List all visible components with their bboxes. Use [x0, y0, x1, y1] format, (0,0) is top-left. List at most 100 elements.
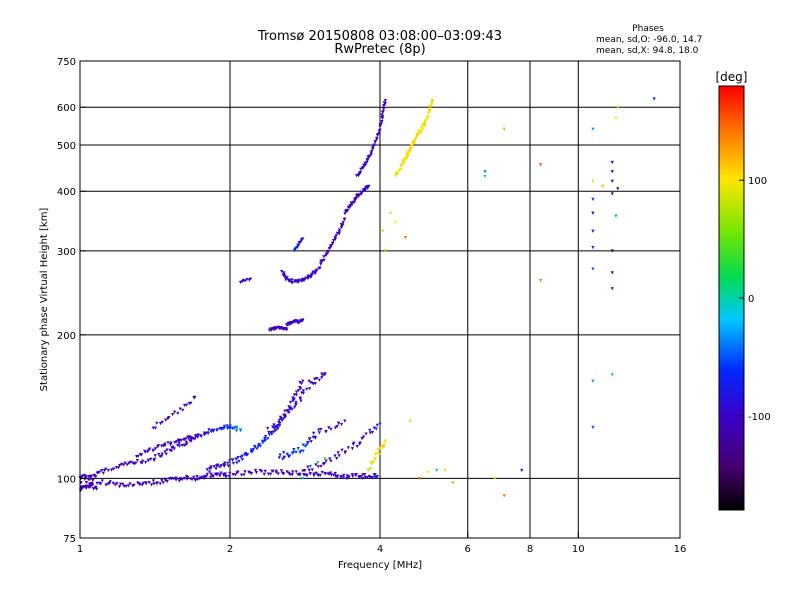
data-point [299, 382, 304, 386]
data-point [164, 418, 168, 422]
data-point [118, 482, 123, 486]
data-point [179, 438, 183, 443]
data-point [361, 435, 366, 439]
data-point [135, 458, 140, 463]
data-point [334, 234, 338, 238]
data-point [207, 428, 211, 432]
data-point [410, 143, 414, 148]
data-point [191, 437, 195, 441]
data-point [196, 477, 200, 482]
data-point [212, 465, 216, 469]
data-point [380, 113, 384, 117]
data-point [340, 448, 344, 452]
data-point [291, 396, 295, 400]
data-point [379, 122, 383, 126]
data-point [307, 468, 311, 472]
data-point [212, 428, 216, 432]
data-point [174, 476, 178, 480]
data-point [360, 437, 364, 441]
data-point [601, 184, 605, 188]
data-point [428, 104, 432, 109]
data-point [301, 477, 305, 481]
data-point [165, 448, 169, 452]
data-point [591, 425, 595, 430]
data-point [337, 228, 342, 232]
data-point [298, 473, 302, 477]
data-point [298, 380, 302, 385]
data-point [610, 160, 614, 165]
data-point [382, 101, 386, 105]
data-point [610, 170, 614, 174]
data-point [198, 434, 203, 438]
data-point [128, 482, 132, 486]
data-point [134, 461, 138, 465]
data-point [234, 429, 239, 433]
data-point [266, 437, 270, 441]
data-point [354, 472, 358, 477]
data-point [402, 161, 406, 165]
data-point [294, 402, 298, 407]
data-point [368, 467, 372, 471]
data-point [226, 464, 230, 468]
data-point [138, 483, 142, 487]
data-point [430, 102, 434, 106]
data-point [296, 389, 301, 393]
data-point [322, 255, 326, 259]
data-point [153, 457, 157, 461]
data-point [235, 461, 239, 465]
data-point [284, 278, 288, 282]
data-point [176, 443, 180, 447]
data-point [610, 249, 614, 253]
data-point [104, 467, 108, 471]
data-point [266, 472, 271, 476]
data-point [158, 482, 162, 486]
data-point [417, 129, 421, 133]
data-point [375, 136, 379, 140]
data-point [260, 439, 265, 443]
data-point [443, 468, 447, 473]
data-point [171, 445, 175, 449]
data-point [272, 430, 276, 434]
data-point [240, 454, 244, 458]
data-point [164, 452, 168, 456]
data-point [350, 472, 354, 477]
data-point [278, 415, 283, 420]
data-point [268, 472, 273, 476]
data-point [368, 431, 372, 435]
data-point [206, 431, 210, 435]
phase-stats-heading: Phases [632, 24, 664, 34]
data-point [310, 468, 314, 472]
colorbar-title: [deg] [716, 70, 748, 84]
data-point [298, 396, 302, 400]
data-point [328, 471, 333, 475]
data-point [277, 421, 281, 425]
data-point [309, 440, 313, 444]
data-point [108, 480, 112, 484]
data-point [337, 454, 341, 458]
data-point [157, 452, 161, 457]
x-tick-label: 10 [572, 544, 585, 555]
x-tick-label: 6 [465, 544, 471, 555]
data-point [109, 468, 114, 472]
data-point [363, 189, 367, 193]
data-point [227, 474, 231, 479]
data-point [183, 443, 187, 447]
data-point [317, 428, 321, 432]
data-point [160, 444, 164, 448]
data-point [520, 468, 524, 473]
data-point [378, 422, 382, 426]
data-point [262, 472, 266, 477]
data-point [281, 417, 286, 421]
data-point [378, 128, 382, 132]
data-point [319, 427, 323, 432]
data-point [333, 454, 337, 458]
data-point [375, 423, 379, 427]
data-point [297, 278, 301, 282]
data-point [451, 481, 455, 485]
data-point [299, 387, 303, 391]
data-point [151, 426, 155, 430]
data-point [267, 430, 271, 435]
data-point [377, 452, 382, 457]
data-point [395, 171, 399, 175]
